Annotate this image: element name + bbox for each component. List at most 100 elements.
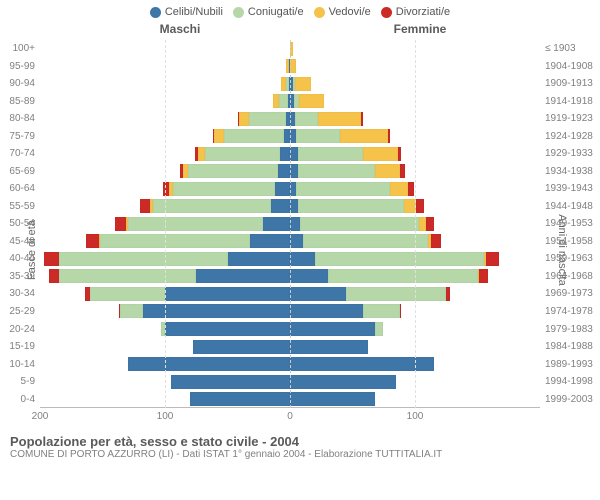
bar-segment-celibi [190, 392, 290, 406]
bar-segment-coniugati [59, 269, 197, 283]
bar-segment-celibi [228, 252, 291, 266]
x-tick-label: 100 [157, 411, 174, 422]
age-label: 20-24 [0, 324, 35, 335]
bar-segment-divorziati [398, 147, 402, 161]
bar-segment-coniugati [298, 199, 404, 213]
x-axis: 2001000100 [40, 407, 540, 428]
legend-dot-icon [314, 7, 325, 18]
age-label: 70-74 [0, 148, 35, 159]
bar-segment-divorziati [431, 234, 441, 248]
bar-segment-celibi [290, 269, 328, 283]
bar-segment-coniugati [100, 234, 250, 248]
age-label: 95-99 [0, 61, 35, 72]
legend-label: Vedovi/e [329, 6, 371, 18]
bar-segment-coniugati [298, 164, 376, 178]
bar-segment-vedovi [419, 217, 427, 231]
birth-year-label: 1904-1908 [545, 61, 600, 72]
birth-year-label: 1934-1938 [545, 166, 600, 177]
age-label: 25-29 [0, 306, 35, 317]
bar-segment-coniugati [279, 94, 288, 108]
birth-year-label: 1979-1983 [545, 324, 600, 335]
bar-segment-celibi [290, 147, 298, 161]
bar-segment-divorziati [408, 182, 414, 196]
chart-footer: Popolazione per età, sesso e stato civil… [0, 428, 600, 460]
bar-segment-coniugati [296, 182, 390, 196]
bar-segment-coniugati [128, 217, 263, 231]
bar-segment-coniugati [249, 112, 287, 126]
age-label: 30-34 [0, 288, 35, 299]
bar-segment-coniugati [224, 129, 284, 143]
birth-year-label: 1999-2003 [545, 394, 600, 405]
birth-year-label: 1939-1943 [545, 183, 600, 194]
bar-segment-celibi [290, 234, 303, 248]
bar-segment-vedovi [375, 164, 400, 178]
bar-segment-divorziati [44, 252, 59, 266]
bar-segment-divorziati [388, 129, 391, 143]
bar-segment-vedovi [363, 147, 398, 161]
bar-segment-vedovi [198, 147, 206, 161]
bar-segment-celibi [290, 392, 375, 406]
bar-segment-vedovi [239, 112, 249, 126]
bar-segment-vedovi [318, 112, 362, 126]
header-male: Maschi [60, 22, 300, 36]
bar-segment-celibi [290, 252, 315, 266]
birth-year-label: 1974-1978 [545, 306, 600, 317]
bar-segment-coniugati [153, 199, 272, 213]
birth-year-label: 1914-1918 [545, 96, 600, 107]
population-pyramid-chart: Celibi/Nubili Coniugati/e Vedovi/e Divorzia… [0, 0, 600, 500]
bar-segment-coniugati [295, 112, 318, 126]
bar-segment-celibi [290, 322, 375, 336]
bar-segment-coniugati [298, 147, 363, 161]
bar-segment-celibi [171, 375, 290, 389]
grid-line [415, 40, 416, 408]
bar-segment-celibi [278, 164, 291, 178]
bar-segment-vedovi [299, 94, 324, 108]
legend-dot-icon [150, 7, 161, 18]
bar-segment-coniugati [303, 234, 428, 248]
birth-year-label: ≤ 1903 [545, 43, 600, 54]
bar-segment-vedovi [214, 129, 224, 143]
bar-segment-coniugati [173, 182, 276, 196]
bar-segment-coniugati [315, 252, 484, 266]
birth-year-label: 1929-1933 [545, 148, 600, 159]
bar-segment-divorziati [400, 164, 405, 178]
bar-segment-celibi [290, 199, 298, 213]
birth-year-label: 1964-1968 [545, 271, 600, 282]
bar-segment-divorziati [416, 199, 424, 213]
grid-line [165, 40, 166, 408]
age-label: 50-54 [0, 218, 35, 229]
bar-segment-coniugati [300, 217, 419, 231]
chart-title: Popolazione per età, sesso e stato civil… [10, 434, 590, 449]
legend-item: Divorziati/e [381, 6, 450, 18]
birth-year-label: 1984-1988 [545, 341, 600, 352]
bar-segment-coniugati [328, 269, 478, 283]
gender-headers: Maschi Femmine [0, 20, 600, 40]
age-label: 100+ [0, 43, 35, 54]
legend-dot-icon [381, 7, 392, 18]
bar-segment-divorziati [140, 199, 150, 213]
legend: Celibi/Nubili Coniugati/e Vedovi/e Divorzia… [0, 0, 600, 20]
bar-segment-divorziati [446, 287, 450, 301]
legend-label: Coniugati/e [248, 6, 304, 18]
age-label: 40-44 [0, 253, 35, 264]
bar-segment-celibi [290, 375, 396, 389]
age-label: 80-84 [0, 113, 35, 124]
bar-segment-celibi [290, 217, 300, 231]
bar-segment-divorziati [361, 112, 362, 126]
birth-year-label: 1924-1928 [545, 131, 600, 142]
age-label: 55-59 [0, 201, 35, 212]
center-line [290, 40, 291, 408]
age-label: 60-64 [0, 183, 35, 194]
bar-segment-vedovi [390, 182, 408, 196]
age-label: 85-89 [0, 96, 35, 107]
bar-segment-celibi [193, 340, 291, 354]
bar-segment-divorziati [49, 269, 59, 283]
age-label: 35-39 [0, 271, 35, 282]
legend-label: Celibi/Nubili [165, 6, 223, 18]
bar-segment-vedovi [340, 129, 388, 143]
birth-year-label: 1909-1913 [545, 78, 600, 89]
birth-year-label: 1944-1948 [545, 201, 600, 212]
birth-year-label: 1919-1923 [545, 113, 600, 124]
birth-year-label: 1954-1958 [545, 236, 600, 247]
age-label: 75-79 [0, 131, 35, 142]
